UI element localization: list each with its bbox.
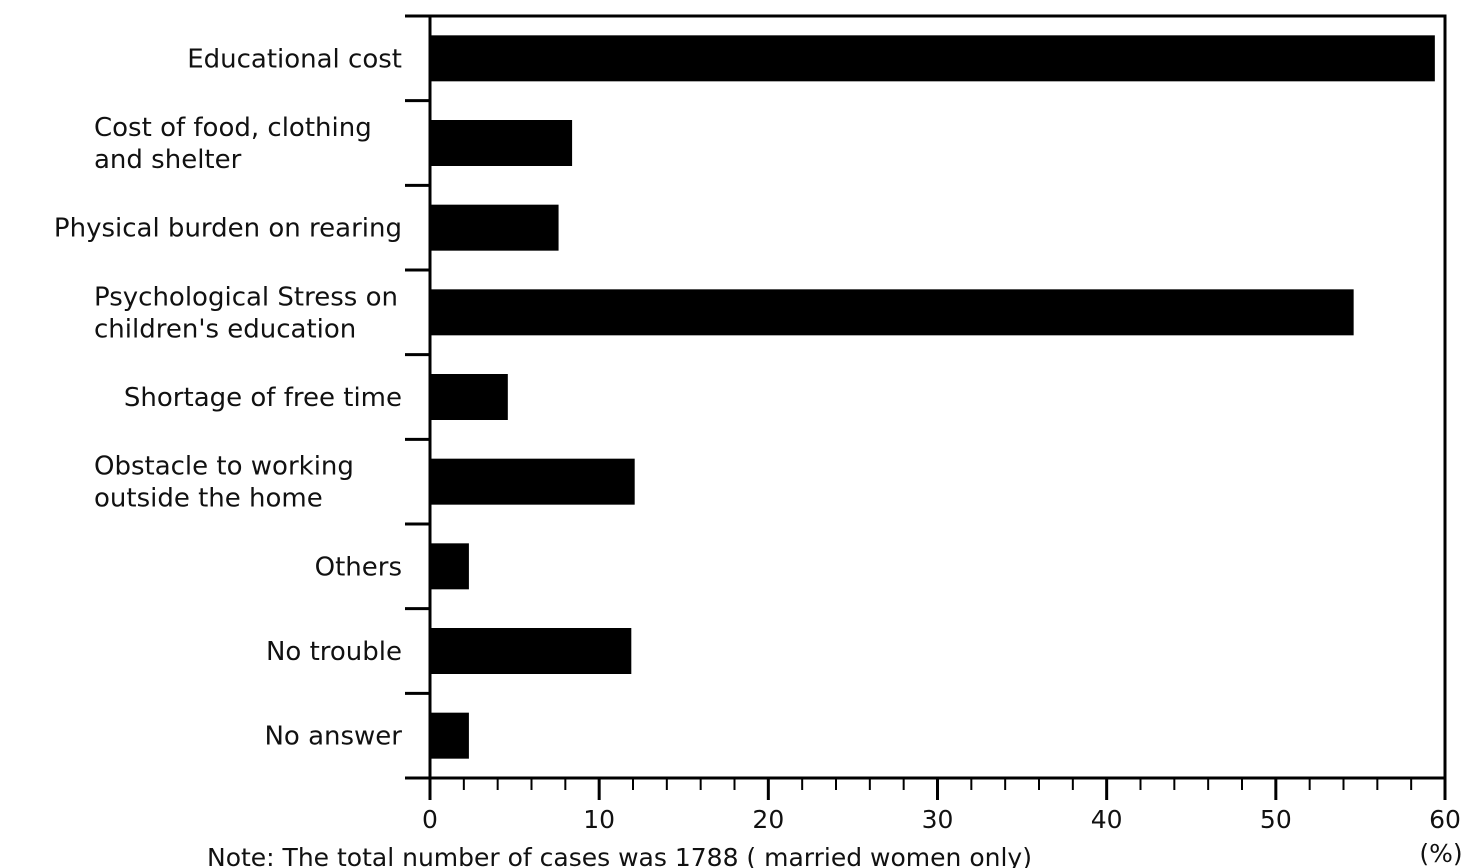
x-tick-label: 10 — [583, 805, 615, 834]
bar — [430, 458, 635, 505]
category-label-line: outside the home — [94, 484, 323, 514]
bar — [430, 204, 559, 251]
category-labels: Educational cost Cost of food, clothing an… — [54, 44, 402, 751]
category-label-line: and shelter — [94, 145, 242, 175]
category-label: Obstacle to working outside the home — [94, 452, 354, 514]
category-label-line: Obstacle to working — [94, 452, 354, 482]
chart-note: Note: The total number of cases was 1788… — [207, 843, 1032, 868]
x-tick-label: 40 — [1091, 805, 1123, 834]
x-tick-label: 30 — [922, 805, 954, 834]
bar — [430, 712, 469, 759]
x-axis-ticks — [428, 778, 1447, 800]
category-label: No answer — [264, 722, 402, 752]
unit-label: (%) — [1419, 839, 1462, 868]
bar — [430, 35, 1435, 82]
category-label-line: Cost of food, clothing — [94, 113, 372, 143]
x-tick-label: 0 — [422, 805, 438, 834]
x-tick-label: 60 — [1429, 805, 1461, 834]
bar — [430, 374, 508, 420]
x-tick-label: 20 — [752, 805, 784, 834]
x-tick-label: 50 — [1260, 805, 1292, 834]
x-axis-tick-labels: 0 10 20 30 40 50 60 — [422, 805, 1461, 834]
bar — [430, 628, 632, 674]
bar — [430, 120, 573, 166]
bar — [430, 543, 469, 590]
category-label-line: Psychological Stress on — [94, 282, 398, 312]
category-label: Psychological Stress on children's educat… — [94, 282, 398, 344]
category-label: Physical burden on rearing — [54, 214, 402, 244]
category-label: Shortage of free time — [124, 383, 402, 413]
category-label: Educational cost — [187, 44, 402, 74]
category-label: Cost of food, clothing and shelter — [94, 113, 372, 175]
bar — [430, 289, 1354, 336]
category-label-line: children's education — [94, 314, 356, 344]
y-axis-ticks — [405, 14, 430, 780]
category-label: Others — [315, 552, 402, 582]
category-label: No trouble — [266, 637, 402, 667]
bars-group — [430, 35, 1435, 759]
